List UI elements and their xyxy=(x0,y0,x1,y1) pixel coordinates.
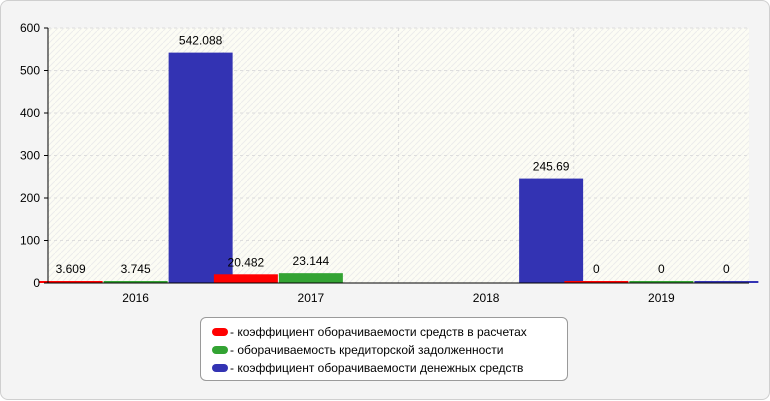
bars xyxy=(38,52,759,284)
x-tick-label: 2019 xyxy=(648,291,675,305)
data-label: 245.69 xyxy=(533,160,570,174)
data-label: 23.144 xyxy=(293,254,330,268)
legend-swatch-red xyxy=(212,328,228,336)
y-tick-label: 200 xyxy=(20,191,40,205)
legend-item-cash: - коэффициент оборачиваемости денежных с… xyxy=(212,359,567,377)
legend-swatch-blue xyxy=(212,364,228,372)
y-tick-label: 100 xyxy=(20,234,40,248)
bar xyxy=(629,281,694,283)
data-labels: 3.609 3.745 542.088 20.482 23.144 245.69 0 0 0 xyxy=(56,34,730,276)
legend-item-receivables: - коэффициент оборачиваемости средств в … xyxy=(212,323,567,341)
x-tick-label: 2018 xyxy=(473,291,500,305)
x-tick-label: 2016 xyxy=(122,291,149,305)
bar xyxy=(168,52,233,284)
grid-lines xyxy=(48,27,749,283)
bar xyxy=(694,281,759,283)
data-label: 3.745 xyxy=(121,262,151,276)
legend-label: - оборачиваемость кредиторской задолженн… xyxy=(230,343,504,357)
legend: - коэффициент оборачиваемости средств в … xyxy=(200,317,568,381)
bar xyxy=(38,281,103,283)
data-label: 20.482 xyxy=(228,255,265,269)
y-tick-label: 0 xyxy=(33,276,40,290)
legend-label: - коэффициент оборачиваемости денежных с… xyxy=(230,361,524,375)
legend-item-payables: - оборачиваемость кредиторской задолженн… xyxy=(212,341,567,359)
y-tick-label: 400 xyxy=(20,106,40,120)
x-tick-label: 2017 xyxy=(298,291,325,305)
data-label: 542.088 xyxy=(179,34,223,48)
data-label: 0 xyxy=(658,262,665,276)
legend-swatch-green xyxy=(212,346,228,354)
y-tick-label: 300 xyxy=(20,149,40,163)
bar xyxy=(519,178,584,283)
legend-label: - коэффициент оборачиваемости средств в … xyxy=(230,325,527,339)
bar xyxy=(103,281,168,283)
data-label: 0 xyxy=(593,262,600,276)
bar xyxy=(278,273,343,283)
data-label: 0 xyxy=(723,262,730,276)
bar xyxy=(564,281,629,283)
y-tick-label: 600 xyxy=(20,21,40,35)
tick-labels: 0 100 200 300 400 500 600 2016 2017 2018 2019 xyxy=(20,21,675,305)
bar xyxy=(213,274,278,283)
data-label: 3.609 xyxy=(56,262,86,276)
axes xyxy=(44,27,749,284)
y-tick-label: 500 xyxy=(20,64,40,78)
